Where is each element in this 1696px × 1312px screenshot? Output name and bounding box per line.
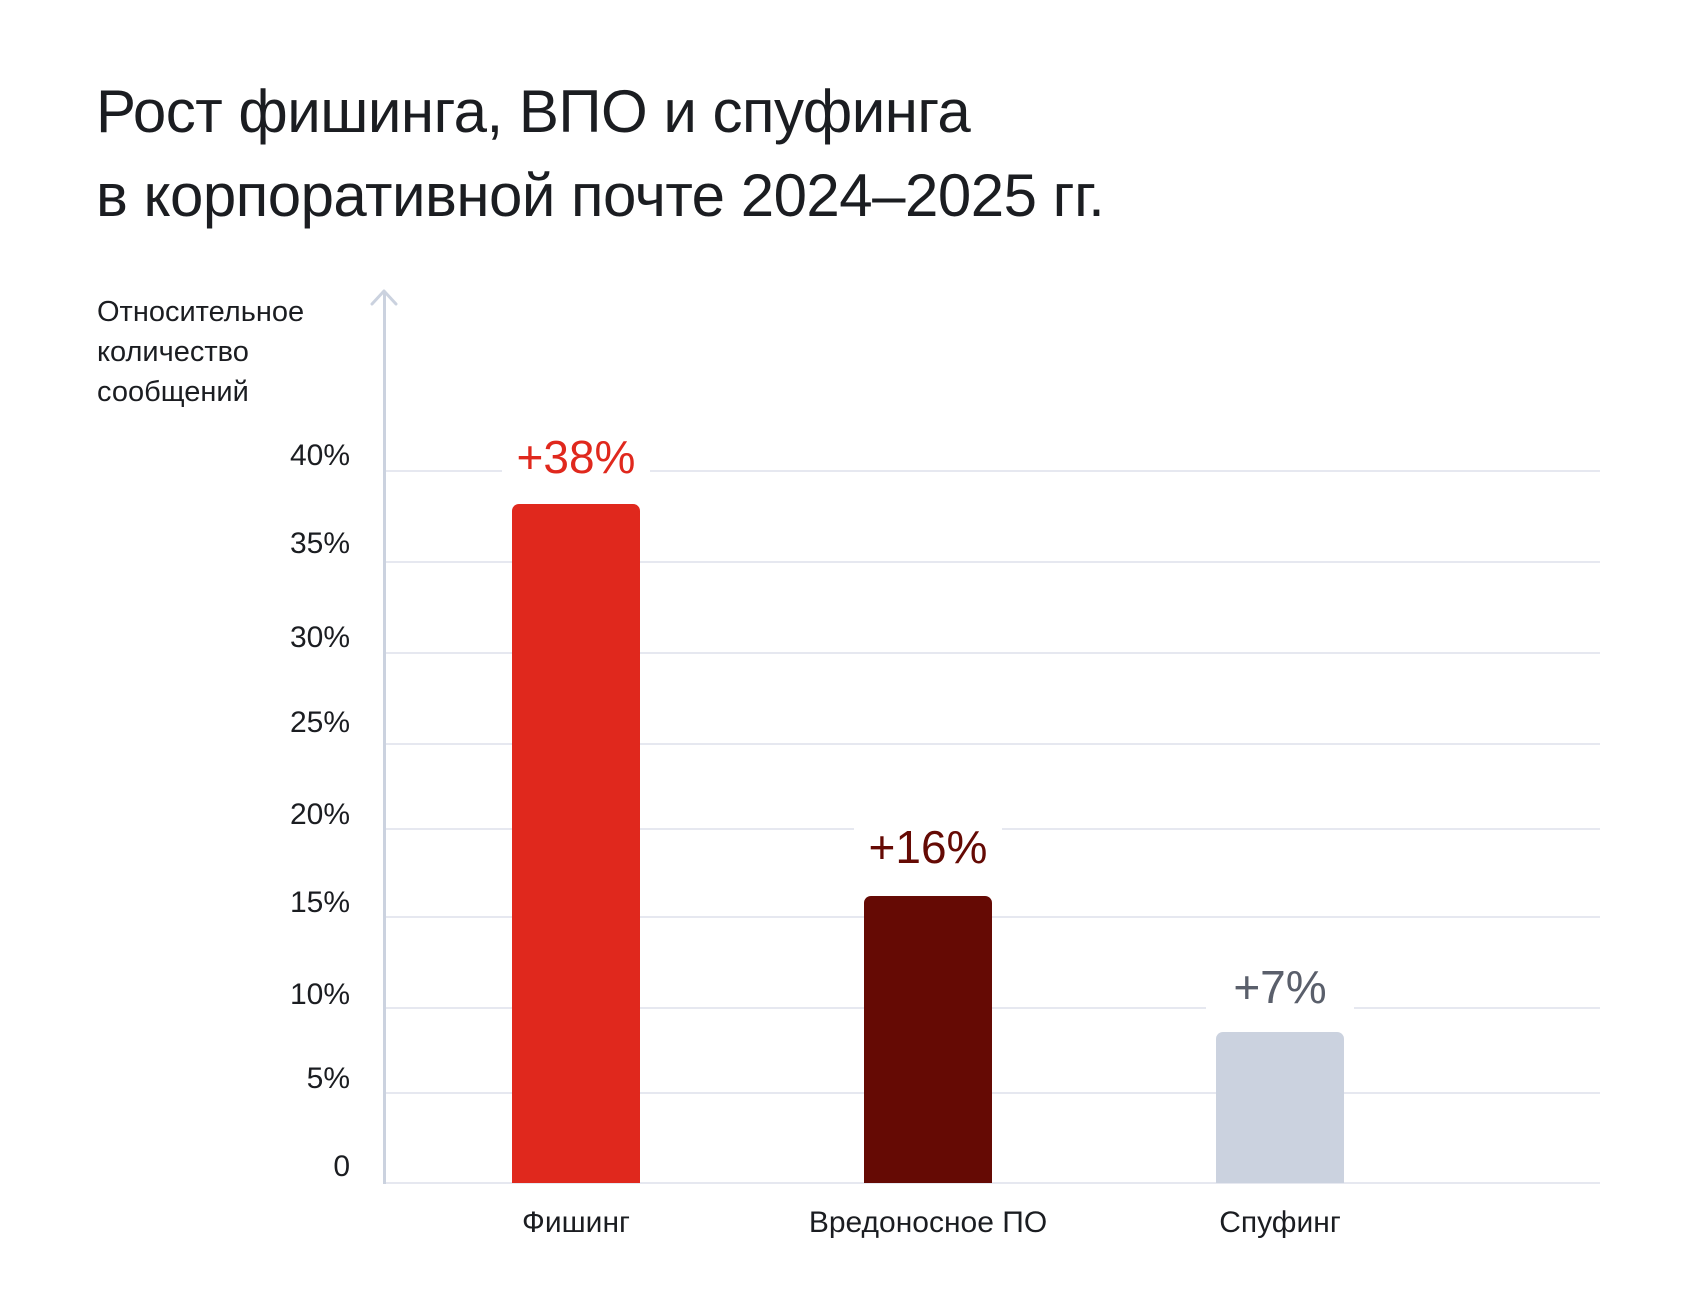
value-label-phishing: +38% — [502, 432, 650, 482]
y-tick-15: 15% — [289, 886, 350, 919]
y-tick-35: 35% — [289, 527, 350, 560]
value-label-malware: +16% — [854, 822, 1002, 872]
bar-spoofing — [1216, 1032, 1344, 1183]
y-tick-0: 0 — [333, 1150, 350, 1183]
gridline-35 — [386, 561, 1600, 563]
category-label-phishing: Фишинг — [522, 1206, 630, 1239]
gridline-40 — [386, 470, 1600, 472]
y-tick-10: 10% — [289, 978, 350, 1011]
y-axis-label: Относительное количество сообщений — [97, 292, 304, 412]
gridline-25 — [386, 743, 1600, 745]
arrow-up-icon — [370, 289, 398, 306]
chart-title-line-2: в корпоративной почте 2024–2025 гг. — [96, 162, 1105, 229]
gridline-5 — [386, 1092, 1600, 1094]
gridline-30 — [386, 652, 1600, 654]
chart-title: Рост фишинга, ВПО и спуфинга в корпорати… — [96, 70, 1105, 238]
bar-malware — [864, 896, 992, 1183]
value-label-spoofing: +7% — [1206, 962, 1354, 1012]
chart-title-line-1: Рост фишинга, ВПО и спуфинга — [96, 78, 971, 145]
y-axis-line — [383, 291, 386, 1184]
y-axis-label-line-3: сообщений — [97, 376, 249, 408]
y-tick-25: 25% — [289, 706, 350, 739]
y-axis-label-line-1: Относительное — [97, 296, 305, 328]
x-axis-baseline — [386, 1182, 1600, 1184]
y-tick-40: 40% — [289, 439, 350, 472]
gridline-10 — [386, 1007, 1600, 1009]
category-label-spoofing: Спуфинг — [1219, 1206, 1341, 1239]
y-tick-5: 5% — [306, 1062, 350, 1095]
y-tick-20: 20% — [289, 798, 350, 831]
y-tick-30: 30% — [289, 621, 350, 654]
gridline-15 — [386, 916, 1600, 918]
category-label-malware: Вредоносное ПО — [808, 1206, 1048, 1239]
bar-phishing — [512, 504, 640, 1183]
y-axis-label-line-2: количество — [97, 336, 249, 368]
